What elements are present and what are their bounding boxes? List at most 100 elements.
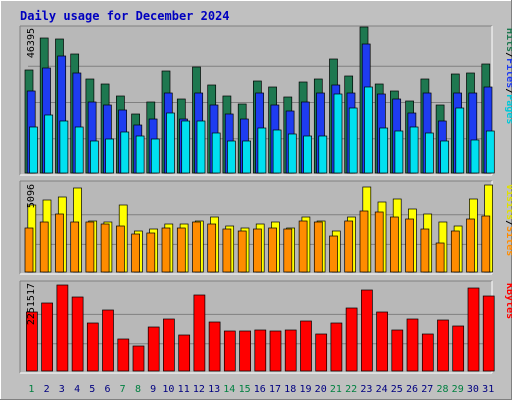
bar-pages-day-14 <box>227 140 236 174</box>
bar-kbytes-day-6 <box>102 309 114 372</box>
x-tick-label-day-22: 22 <box>345 384 357 395</box>
bar-pages-day-9 <box>150 138 160 174</box>
bar-kbytes-day-9 <box>147 326 160 372</box>
bar-kbytes-day-24 <box>376 311 388 372</box>
bar-pages-day-13 <box>211 132 221 174</box>
x-tick-label-day-2: 2 <box>44 384 50 395</box>
bar-sites-day-7 <box>116 225 125 273</box>
bar-pages-day-19 <box>303 135 312 174</box>
bar-sites-day-20 <box>313 221 323 273</box>
visits-panel-max-label: 5096 <box>26 184 37 208</box>
legend-visits: Visits <box>504 184 512 220</box>
bar-kbytes-day-10 <box>163 318 175 372</box>
bar-pages-day-25 <box>394 130 404 174</box>
bar-sites-day-21 <box>329 235 338 273</box>
x-tick-label-day-21: 21 <box>330 384 342 395</box>
bar-sites-day-12 <box>192 221 201 273</box>
bar-pages-day-20 <box>318 135 328 174</box>
x-tick-label-day-18: 18 <box>284 384 296 395</box>
x-tick-label-day-6: 6 <box>104 384 110 395</box>
bar-kbytes-day-15 <box>239 330 251 372</box>
bar-sites-day-24 <box>374 211 384 273</box>
bar-pages-day-22 <box>348 107 358 174</box>
bar-pages-day-24 <box>379 127 389 174</box>
bar-kbytes-day-31 <box>482 295 495 372</box>
x-tick-label-day-23: 23 <box>360 384 372 395</box>
legend-sep-1: / <box>504 52 512 58</box>
bar-kbytes-day-8 <box>132 345 145 372</box>
bar-pages-day-7 <box>120 131 130 174</box>
bar-pages-day-21 <box>333 93 343 174</box>
bar-sites-day-31 <box>481 215 491 273</box>
legend-bottom: KBytes <box>504 283 512 319</box>
bar-pages-day-31 <box>485 130 495 174</box>
legend-middle: Visits/Sites <box>504 184 512 256</box>
bar-sites-day-5 <box>85 221 95 273</box>
bar-kbytes-day-2 <box>41 302 53 372</box>
bar-sites-day-11 <box>176 227 186 273</box>
bar-pages-day-4 <box>74 126 84 174</box>
x-tick-label-day-14: 14 <box>223 384 235 395</box>
bar-pages-day-12 <box>196 120 206 174</box>
bar-sites-day-23 <box>359 210 369 273</box>
bar-kbytes-day-23 <box>361 289 373 372</box>
bar-pages-day-30 <box>470 139 480 174</box>
legend-files: Files <box>504 58 512 88</box>
legend-sep-2: / <box>504 88 512 94</box>
bar-sites-day-26 <box>405 218 414 273</box>
bar-pages-day-3 <box>59 120 69 174</box>
bar-kbytes-day-19 <box>300 320 312 372</box>
bar-pages-day-18 <box>287 133 297 174</box>
bar-pages-day-26 <box>409 126 419 174</box>
bar-sites-day-2 <box>39 221 49 273</box>
x-tick-label-day-25: 25 <box>391 384 403 395</box>
bar-kbytes-day-28 <box>437 319 449 372</box>
bar-kbytes-day-22 <box>345 307 358 372</box>
bar-kbytes-day-21 <box>330 322 343 372</box>
bar-kbytes-day-7 <box>117 338 130 372</box>
bar-sites-day-4 <box>70 221 80 273</box>
bar-kbytes-day-11 <box>178 334 191 372</box>
x-tick-label-day-3: 3 <box>59 384 65 395</box>
bar-kbytes-day-16 <box>254 329 267 372</box>
bar-pages-day-10 <box>166 112 175 174</box>
legend-pages: Pages <box>504 94 512 124</box>
bar-pages-day-17 <box>272 129 282 174</box>
bar-sites-day-22 <box>344 220 354 273</box>
bar-kbytes-day-30 <box>467 287 480 372</box>
x-tick-label-day-19: 19 <box>299 384 311 395</box>
bar-kbytes-day-26 <box>406 318 419 372</box>
bar-sites-day-30 <box>466 218 475 273</box>
x-tick-label-day-15: 15 <box>239 384 251 395</box>
bar-kbytes-day-3 <box>56 284 69 372</box>
bar-sites-day-1 <box>24 227 34 273</box>
bar-pages-day-1 <box>29 126 38 174</box>
legend-sites: Sites <box>504 226 512 256</box>
bar-pages-day-27 <box>425 132 434 174</box>
x-tick-label-day-10: 10 <box>162 384 174 395</box>
bar-sites-day-10 <box>161 227 171 273</box>
bar-kbytes-day-20 <box>315 333 328 372</box>
bar-pages-day-6 <box>105 138 114 174</box>
legend-kbytes: KBytes <box>504 283 512 319</box>
x-tick-label-day-28: 28 <box>436 384 448 395</box>
x-tick-label-day-7: 7 <box>120 384 126 395</box>
legend-sep-3: / <box>504 220 512 226</box>
x-tick-label-day-31: 31 <box>482 384 494 395</box>
bar-kbytes-day-29 <box>452 325 465 372</box>
bar-kbytes-day-1 <box>26 311 38 372</box>
bar-sites-day-15 <box>237 230 247 273</box>
bar-pages-day-8 <box>135 135 145 174</box>
x-tick-label-day-1: 1 <box>28 384 34 395</box>
bar-kbytes-day-12 <box>193 294 206 372</box>
bar-sites-day-6 <box>100 223 110 273</box>
kbytes-panel-max-label: 2251517 <box>26 283 37 325</box>
bar-sites-day-28 <box>435 242 445 273</box>
x-tick-label-day-11: 11 <box>178 384 190 395</box>
bar-kbytes-day-25 <box>391 329 404 372</box>
x-tick-label-day-27: 27 <box>421 384 433 395</box>
bar-pages-day-11 <box>181 120 191 174</box>
x-tick-label-day-17: 17 <box>269 384 281 395</box>
bar-sites-day-13 <box>207 223 217 273</box>
